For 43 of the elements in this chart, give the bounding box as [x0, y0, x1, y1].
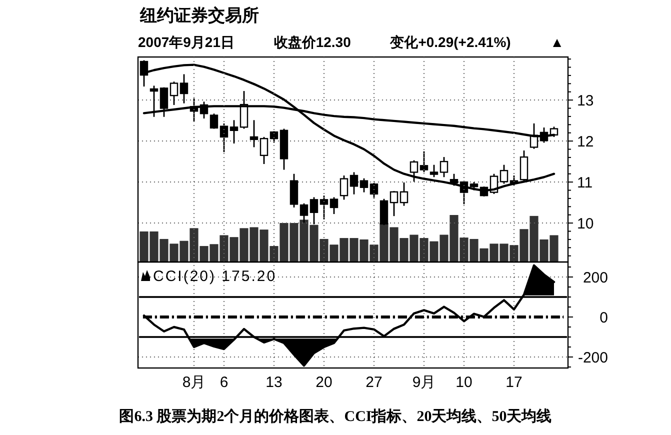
candlestick: [500, 164, 508, 184]
x-tick-label: 8月: [182, 374, 206, 391]
candlestick: [320, 194, 328, 220]
x-tick-label: 13: [266, 374, 282, 391]
y-tick-label: 0: [600, 310, 608, 326]
text: 2007年9月21日 收盘价12.30 变化+0.29(+2.41%) ▲: [138, 34, 564, 50]
candlestick: [410, 160, 418, 182]
y-tick-label: 13: [577, 92, 594, 110]
candlestick: [390, 190, 398, 217]
candlestick: [340, 174, 348, 200]
candlestick: [250, 119, 258, 148]
x-tick-label: 6: [220, 374, 228, 391]
candlestick: [220, 122, 228, 153]
candlestick: [520, 150, 528, 184]
candlestick: [350, 172, 358, 196]
candlestick: [170, 80, 178, 106]
y-tick-label: -200: [578, 350, 608, 366]
chart-title: CCI(20) 175.20: [153, 268, 277, 285]
candlestick: [210, 112, 218, 130]
x-tick-label: 20: [316, 374, 332, 391]
candlestick: [290, 173, 298, 208]
caption: 图6.3 股票为期2个月的价格图表、CCI指标、20天均线、50天均线: [119, 408, 552, 425]
x-tick-label: 27: [366, 374, 382, 391]
y-tick-label: 12: [577, 134, 594, 151]
candlestick: [420, 150, 428, 173]
y-tick-label: 11: [577, 174, 593, 192]
chart-title: 纽约证券交易所: [139, 6, 259, 25]
y-tick-label: 200: [582, 270, 608, 286]
candlestick: [400, 182, 408, 207]
candlestick: [450, 173, 458, 186]
candlestick: [310, 196, 318, 225]
candlestick: [330, 196, 338, 215]
candlestick: [430, 164, 438, 178]
x-tick-label: 9月: [412, 374, 436, 391]
candlestick: [270, 130, 278, 144]
candlestick: [260, 136, 268, 165]
candlestick: [180, 74, 188, 104]
x-tick-label: 17: [506, 374, 522, 391]
candlestick: [230, 119, 238, 144]
x-tick-label: 10: [456, 374, 472, 391]
candlestick: [440, 156, 448, 178]
candlestick: [360, 178, 368, 193]
y-tick-label: 10: [577, 216, 594, 233]
